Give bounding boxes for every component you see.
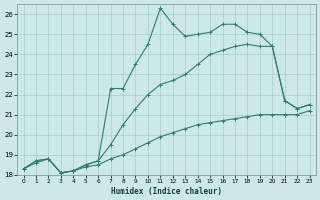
X-axis label: Humidex (Indice chaleur): Humidex (Indice chaleur) bbox=[111, 187, 222, 196]
